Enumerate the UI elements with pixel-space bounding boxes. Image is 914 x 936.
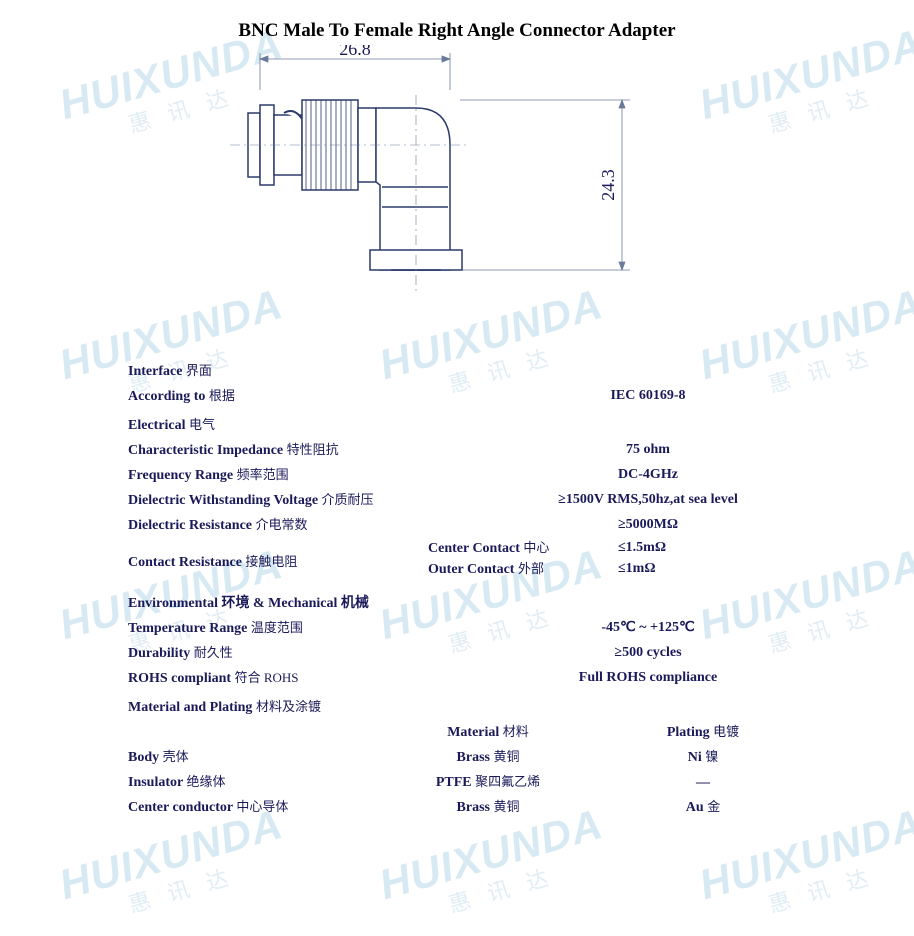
spec-row: ROHS compliant 符合 ROHSFull ROHS complian…: [128, 671, 808, 686]
dim-width-label: 26.8: [339, 45, 371, 59]
technical-drawing: 26.8 24.3: [210, 45, 650, 335]
contact-sub-row: Center Contact 中心≤1.5mΩ: [428, 541, 808, 556]
material-row: Center conductor 中心导体Brass 黄铜Au 金: [128, 800, 808, 815]
section-electrical: Electrical 电气: [128, 418, 808, 433]
watermark: HUIXUNDA惠 讯 达: [54, 800, 296, 936]
watermark: HUIXUNDA惠 讯 达: [374, 800, 616, 936]
spec-row: Dielectric Resistance 介电常数≥5000MΩ: [128, 518, 808, 533]
spec-table: Interface 界面 According to 根据IEC 60169-8 …: [128, 350, 808, 815]
material-row: Insulator 绝缘体PTFE 聚四氟乙烯—: [128, 775, 808, 790]
material-row: Body 壳体Brass 黄铜Ni 镍: [128, 750, 808, 765]
material-header-row: Material 材料 Plating 电镀: [128, 725, 808, 740]
spec-row: Temperature Range 温度范围-45℃ ~ +125℃: [128, 621, 808, 636]
section-interface: Interface 界面: [128, 364, 808, 379]
spec-row: According to 根据IEC 60169-8: [128, 389, 808, 404]
section-env-mech: Environmental 环境 & Mechanical 机械: [128, 597, 808, 611]
watermark: HUIXUNDA惠 讯 达: [694, 800, 914, 936]
contact-sub-row: Outer Contact 外部≤1mΩ: [428, 562, 808, 577]
spec-row: Characteristic Impedance 特性阻抗75 ohm: [128, 443, 808, 458]
page-title: BNC Male To Female Right Angle Connector…: [0, 20, 914, 42]
spec-row: Durability 耐久性≥500 cycles: [128, 646, 808, 661]
dim-height-label: 24.3: [598, 169, 618, 201]
spec-row: Dielectric Withstanding Voltage 介质耐压≥150…: [128, 493, 808, 508]
spec-row: Frequency Range 频率范围DC-4GHz: [128, 468, 808, 483]
section-material: Material and Plating 材料及涂镀: [128, 700, 808, 715]
